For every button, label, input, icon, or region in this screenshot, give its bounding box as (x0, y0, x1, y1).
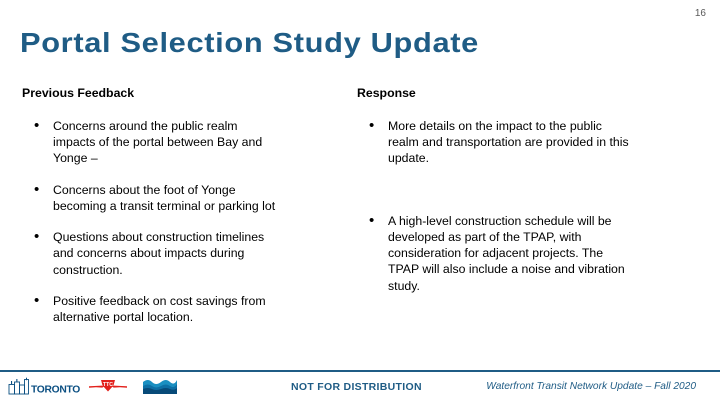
svg-text:TTC: TTC (103, 382, 113, 388)
svg-text:TORONTO: TORONTO (31, 385, 80, 396)
